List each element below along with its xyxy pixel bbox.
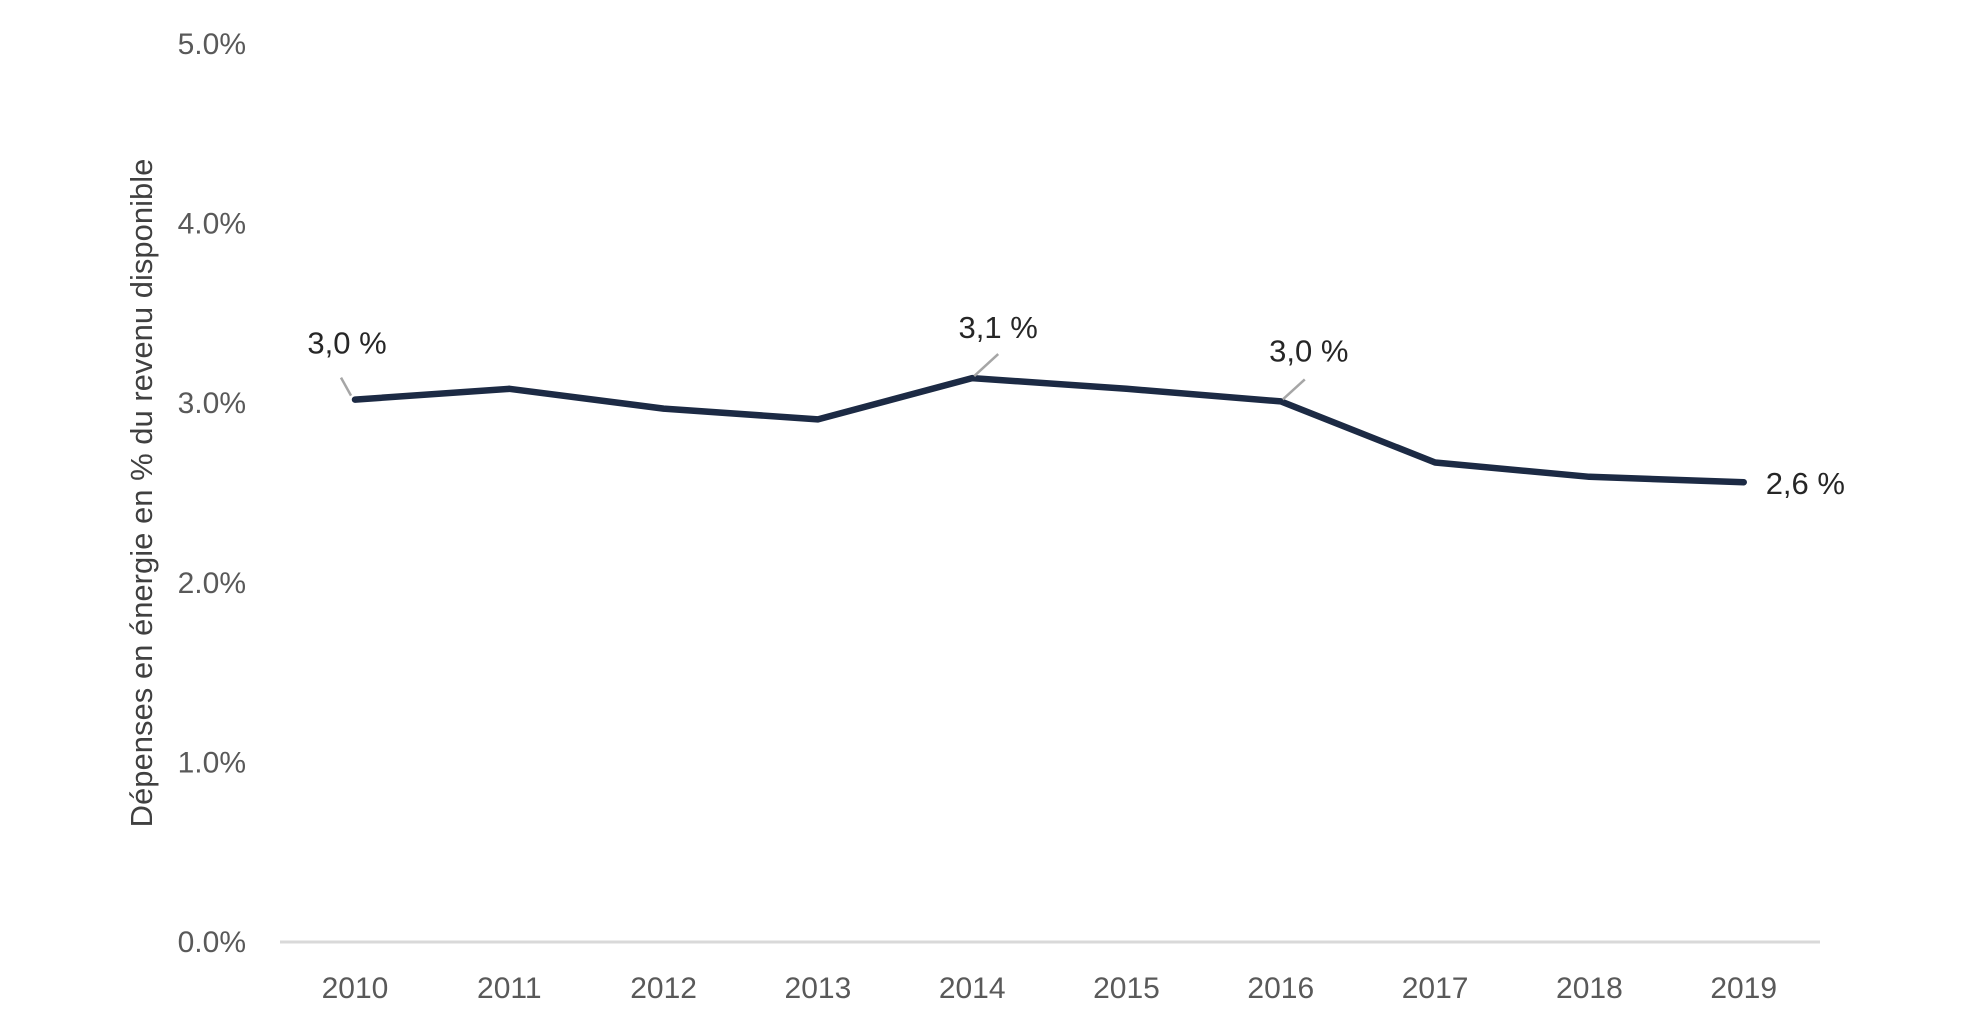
x-tick-label: 2012 xyxy=(630,972,697,1005)
data-label-leader xyxy=(973,353,1000,377)
y-tick-label: 5.0% xyxy=(178,28,246,61)
data-point xyxy=(660,405,667,412)
data-label-leader xyxy=(1281,378,1306,401)
y-tick-label: 4.0% xyxy=(178,208,246,241)
data-label: 3,1 % xyxy=(959,310,1038,345)
data-point xyxy=(814,416,821,423)
x-tick-label: 2014 xyxy=(939,972,1006,1005)
x-tick-label: 2019 xyxy=(1710,972,1777,1005)
data-points xyxy=(352,375,1747,486)
y-tick-label: 2.0% xyxy=(178,567,246,600)
y-axis-title: Dépenses en énergie en % du revenu dispo… xyxy=(124,159,159,828)
data-point xyxy=(352,396,358,403)
data-labels: 3,0 % 3,1 % 3,0 % 2,6 % xyxy=(307,310,1845,501)
data-point xyxy=(969,375,976,382)
x-tick-label: 2017 xyxy=(1402,972,1469,1005)
data-label: 2,6 % xyxy=(1766,466,1845,501)
data-point xyxy=(1586,473,1593,480)
data-label: 3,0 % xyxy=(307,326,386,361)
x-tick-label: 2018 xyxy=(1556,972,1623,1005)
data-point xyxy=(1123,385,1130,392)
x-tick-label: 2013 xyxy=(785,972,852,1005)
x-tick-label: 2011 xyxy=(477,972,542,1005)
data-point xyxy=(1432,459,1439,466)
x-tick-label: 2016 xyxy=(1247,972,1314,1005)
y-axis-ticks: 0.0% 1.0% 2.0% 3.0% 4.0% 5.0% xyxy=(178,28,246,959)
y-tick-label: 3.0% xyxy=(178,387,246,420)
data-point xyxy=(1277,398,1284,405)
data-label: 3,0 % xyxy=(1269,333,1348,368)
x-tick-label: 2010 xyxy=(322,972,389,1005)
x-tick-label: 2015 xyxy=(1093,972,1160,1005)
series-line xyxy=(351,374,1747,486)
y-tick-label: 0.0% xyxy=(178,926,246,959)
x-axis-ticks: 2010 2011 2012 2013 2014 2015 2016 2017 2018 2019 xyxy=(322,972,1777,1005)
data-label-leader xyxy=(339,377,353,397)
data-point xyxy=(506,385,513,392)
y-tick-label: 1.0% xyxy=(178,746,246,779)
data-point xyxy=(1740,479,1747,486)
